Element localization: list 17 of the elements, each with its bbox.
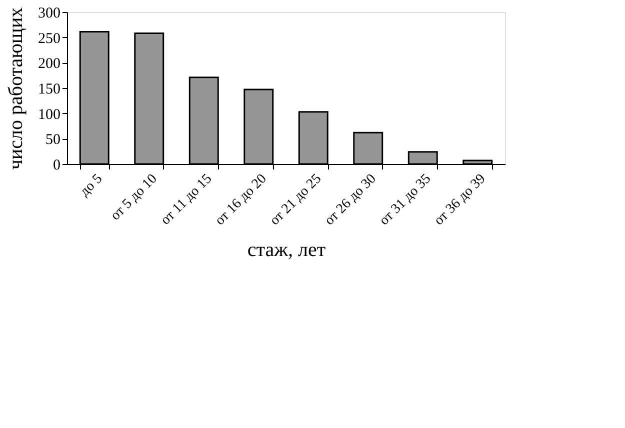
y-tick-label: 300 (38, 6, 60, 22)
y-tick-label: 150 (38, 82, 60, 98)
x-tick-label: от 5 до 10 (108, 172, 160, 224)
y-tick-label: 250 (38, 30, 60, 47)
x-tick-label: до 5 (77, 172, 106, 200)
x-tick-label: от 16 до 20 (212, 172, 270, 228)
y-tick-label: 100 (38, 106, 60, 123)
x-tick-label: от 21 до 25 (268, 172, 324, 228)
x-tick-label: от 36 до 39 (432, 172, 489, 228)
y-tick-label: 200 (38, 56, 60, 72)
x-tick-label: от 31 до 35 (377, 172, 434, 228)
y-axis-title: число работающих (5, 7, 27, 170)
x-tick-label: от 11 до 15 (158, 172, 215, 228)
y-tick-label: 50 (46, 132, 60, 148)
x-tick-label: от 26 до 30 (322, 172, 380, 228)
y-tick-label: 0 (53, 158, 60, 174)
x-axis-title: стаж, лет (247, 238, 326, 261)
